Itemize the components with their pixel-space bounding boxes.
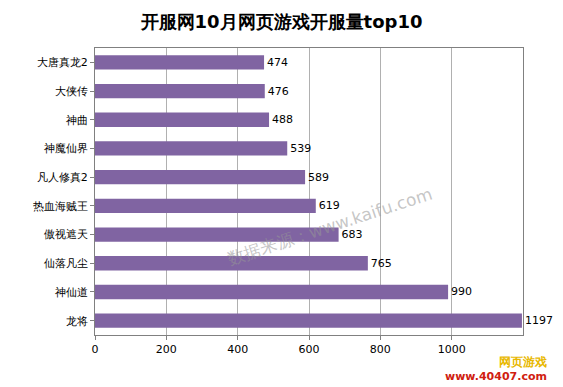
svg-text:474: 474: [267, 56, 288, 69]
svg-text:539: 539: [290, 142, 311, 155]
svg-text:网页游戏: 网页游戏: [499, 355, 547, 369]
svg-text:476: 476: [268, 85, 289, 98]
svg-text:神曲: 神曲: [66, 114, 88, 127]
svg-text:765: 765: [371, 257, 392, 270]
svg-text:傲视遮天: 傲视遮天: [44, 228, 88, 241]
svg-text:凡人修真2: 凡人修真2: [37, 171, 88, 184]
svg-text:0: 0: [92, 343, 99, 356]
svg-text:热血海贼王: 热血海贼王: [33, 200, 88, 213]
svg-text:600: 600: [299, 343, 320, 356]
svg-text:大唐真龙2: 大唐真龙2: [37, 56, 88, 69]
svg-text:400: 400: [227, 343, 248, 356]
svg-text:神仙道: 神仙道: [55, 286, 88, 299]
svg-text:990: 990: [451, 285, 472, 298]
svg-text:1000: 1000: [438, 343, 466, 356]
svg-text:619: 619: [319, 199, 340, 212]
svg-text:200: 200: [156, 343, 177, 356]
svg-text:1197: 1197: [525, 314, 553, 327]
svg-text:589: 589: [308, 171, 329, 184]
svg-text:神魔仙界: 神魔仙界: [44, 142, 88, 155]
svg-text:800: 800: [370, 343, 391, 356]
svg-text:开服网10月网页游戏开服量top10: 开服网10月网页游戏开服量top10: [140, 11, 423, 32]
svg-text:683: 683: [342, 228, 363, 241]
svg-text:488: 488: [272, 113, 293, 126]
svg-text:www.40407.com: www.40407.com: [445, 370, 547, 383]
svg-text:仙落凡尘: 仙落凡尘: [44, 257, 88, 270]
svg-text:数据来源：www.kaifu.com: 数据来源：www.kaifu.com: [225, 184, 434, 269]
svg-text:大侠传: 大侠传: [55, 85, 88, 98]
svg-text:龙将: 龙将: [66, 315, 88, 328]
